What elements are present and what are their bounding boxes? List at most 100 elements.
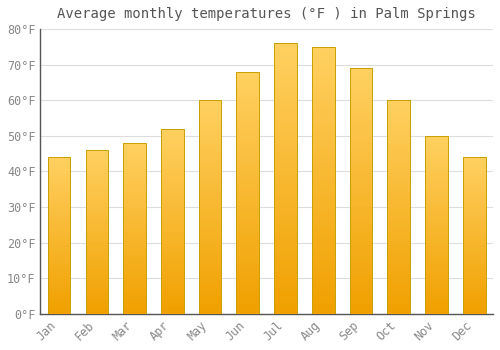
Bar (48, 292, 70, 295)
Bar (161, 203, 184, 206)
Bar (86, 173, 108, 176)
Bar (312, 106, 334, 111)
Bar (124, 194, 146, 198)
Bar (463, 220, 485, 223)
Bar (86, 248, 108, 252)
Bar (124, 163, 146, 167)
Bar (161, 210, 184, 214)
Bar (425, 221, 448, 225)
Bar (161, 177, 184, 181)
Bar (124, 198, 146, 201)
Bar (199, 305, 222, 310)
Bar (350, 152, 372, 157)
Bar (463, 242, 485, 245)
Bar (236, 299, 259, 304)
Bar (388, 173, 410, 177)
Bar (425, 161, 448, 164)
Bar (350, 157, 372, 162)
Bar (124, 235, 146, 239)
Bar (274, 157, 297, 162)
Bar (388, 237, 410, 241)
Bar (274, 114, 297, 119)
Bar (312, 111, 334, 116)
Bar (350, 255, 372, 260)
Bar (124, 146, 146, 150)
Bar (350, 132, 372, 137)
Bar (350, 172, 372, 176)
Bar (86, 291, 108, 294)
Bar (425, 264, 448, 268)
Bar (274, 162, 297, 168)
Bar (124, 229, 146, 232)
Bar (124, 280, 146, 283)
Bar (86, 196, 108, 199)
Bar (312, 180, 334, 186)
Bar (236, 265, 259, 270)
Bar (161, 232, 184, 236)
Bar (463, 179, 485, 182)
Bar (312, 212, 334, 218)
Bar (161, 195, 184, 199)
Bar (388, 207, 410, 211)
Bar (161, 221, 184, 225)
Bar (425, 239, 448, 243)
Bar (425, 147, 448, 150)
Bar (199, 186, 222, 190)
Bar (274, 200, 297, 206)
Bar (86, 288, 108, 291)
Bar (274, 178, 297, 184)
Bar (388, 164, 410, 169)
Bar (463, 223, 485, 226)
Bar (350, 201, 372, 206)
Bar (425, 186, 448, 189)
Bar (124, 184, 146, 187)
Bar (274, 227, 297, 233)
Bar (199, 271, 222, 275)
Bar (161, 158, 184, 162)
Bar (48, 189, 70, 192)
Bar (312, 239, 334, 244)
Bar (388, 134, 410, 139)
Bar (350, 235, 372, 240)
Bar (161, 129, 184, 314)
Bar (48, 223, 70, 226)
Bar (425, 196, 448, 200)
Bar (425, 253, 448, 257)
Bar (199, 207, 222, 211)
Bar (388, 297, 410, 301)
Bar (312, 122, 334, 127)
Bar (350, 260, 372, 265)
Bar (236, 270, 259, 275)
Bar (86, 242, 108, 245)
Bar (388, 130, 410, 134)
Bar (463, 236, 485, 239)
Bar (236, 159, 259, 164)
Bar (86, 170, 108, 173)
Bar (86, 245, 108, 248)
Bar (350, 240, 372, 245)
Bar (124, 300, 146, 304)
Bar (274, 249, 297, 254)
Bar (48, 186, 70, 189)
Bar (86, 183, 108, 186)
Bar (199, 262, 222, 267)
Bar (425, 268, 448, 271)
Bar (463, 295, 485, 298)
Bar (425, 275, 448, 278)
Bar (48, 289, 70, 292)
Bar (161, 132, 184, 136)
Bar (388, 105, 410, 109)
Bar (312, 276, 334, 282)
Bar (124, 170, 146, 174)
Bar (124, 266, 146, 270)
Bar (425, 310, 448, 314)
Bar (463, 217, 485, 220)
Bar (274, 276, 297, 281)
Bar (425, 136, 448, 139)
Bar (463, 301, 485, 304)
Bar (312, 309, 334, 314)
Bar (388, 305, 410, 310)
Bar (48, 311, 70, 314)
Bar (350, 304, 372, 309)
Bar (388, 194, 410, 198)
